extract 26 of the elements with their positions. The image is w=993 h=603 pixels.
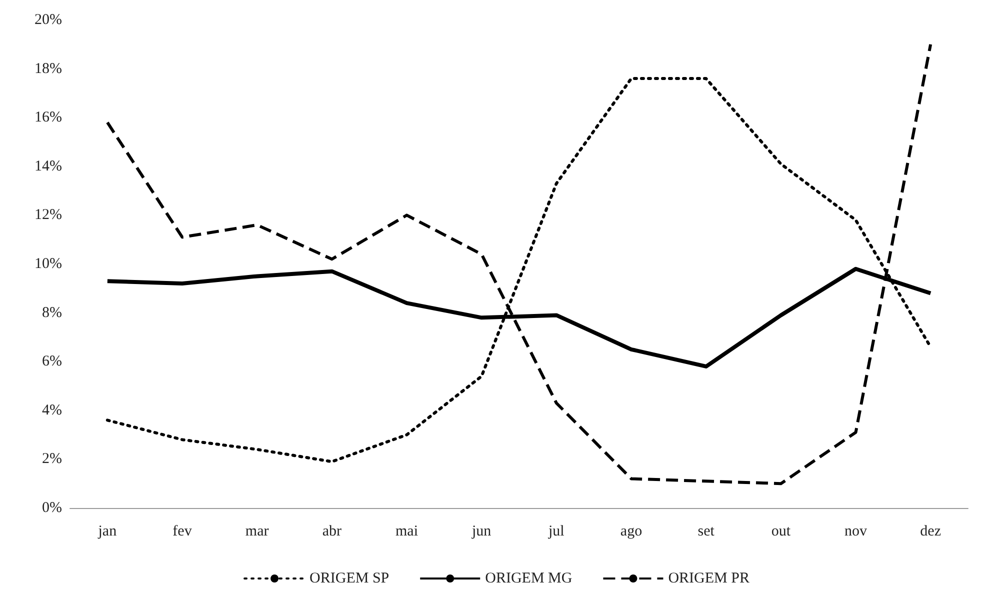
legend-label: ORIGEM MG: [485, 570, 572, 586]
x-tick-label: abr: [322, 524, 342, 540]
x-tick-label: out: [771, 524, 792, 540]
y-tick-label: 14%: [34, 158, 62, 174]
y-tick-label: 20%: [34, 12, 62, 28]
y-tick-label: 10%: [34, 256, 62, 272]
y-tick-label: 12%: [34, 207, 62, 224]
x-tick-label: jan: [97, 524, 118, 540]
y-tick-label: 0%: [42, 500, 62, 516]
x-tick-label: set: [698, 524, 716, 540]
y-tick-label: 4%: [42, 402, 62, 418]
y-tick-label: 8%: [42, 304, 62, 321]
x-tick-label: jul: [547, 524, 564, 540]
x-tick-label: ago: [620, 524, 642, 540]
x-tick-label: mai: [396, 524, 418, 540]
legend-label: ORIGEM PR: [668, 570, 750, 586]
x-tick-label: dez: [920, 524, 942, 540]
y-tick-label: 2%: [42, 451, 62, 468]
legend-label: ORIGEM SP: [310, 570, 390, 586]
x-tick-label: fev: [172, 524, 192, 540]
y-tick-label: 18%: [34, 60, 62, 77]
y-tick-label: 6%: [42, 354, 62, 370]
x-tick-label: nov: [844, 524, 868, 540]
x-tick-label: mar: [245, 524, 269, 540]
x-tick-label: jun: [470, 524, 492, 540]
y-tick-label: 16%: [34, 110, 62, 126]
